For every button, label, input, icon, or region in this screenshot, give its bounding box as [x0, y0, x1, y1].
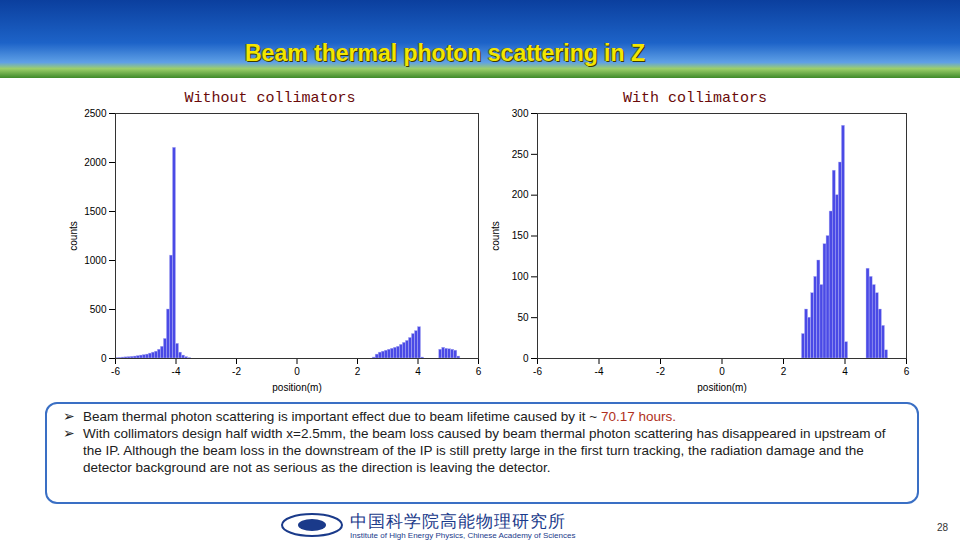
svg-text:4: 4 [842, 366, 848, 377]
svg-text:-2: -2 [656, 366, 665, 377]
svg-text:position(m): position(m) [272, 382, 321, 393]
svg-text:-4: -4 [595, 366, 604, 377]
svg-text:2500: 2500 [84, 108, 107, 119]
svg-text:50: 50 [517, 312, 529, 323]
svg-text:-2: -2 [232, 366, 241, 377]
html-text:28: 28 [936, 522, 948, 533]
svg-text:0: 0 [101, 353, 107, 364]
svg-text:2: 2 [355, 366, 361, 377]
html-text:With collimators design half w: With collimators design half width x=2.5… [83, 426, 886, 475]
svg-text:4: 4 [415, 366, 421, 377]
svg-text:0: 0 [523, 353, 529, 364]
html-text:With collimators: With collimators [623, 90, 767, 107]
svg-text:250: 250 [512, 149, 529, 160]
svg-text:counts: counts [68, 221, 79, 250]
svg-text:150: 150 [512, 230, 529, 241]
svg-text:counts: counts [490, 221, 501, 250]
svg-text:-6: -6 [111, 366, 120, 377]
svg-text:position(m): position(m) [697, 382, 746, 393]
svg-text:300: 300 [512, 108, 529, 119]
svg-text:0: 0 [719, 366, 725, 377]
svg-text:500: 500 [90, 304, 107, 315]
svg-text:2: 2 [781, 366, 787, 377]
svg-text:200: 200 [512, 189, 529, 200]
html-text:中国科学院高能物理研究所: 中国科学院高能物理研究所 [350, 511, 566, 531]
svg-text:1500: 1500 [84, 206, 107, 217]
svg-text:1000: 1000 [84, 255, 107, 266]
html-text:Beam thermal photon scattering: Beam thermal photon scattering is import… [83, 409, 676, 424]
html-text:Institute of High Energy Physi: Institute of High Energy Physics, Chines… [350, 531, 576, 540]
svg-text:100: 100 [512, 271, 529, 282]
svg-text:-4: -4 [172, 366, 181, 377]
svg-text:-6: -6 [533, 366, 542, 377]
svg-text:6: 6 [476, 366, 482, 377]
svg-text:0: 0 [294, 366, 300, 377]
html-text:Without collimators: Without collimators [184, 90, 356, 107]
html-text:Beam thermal photon scattering: Beam thermal photon scattering in Z [245, 40, 645, 66]
svg-text:2000: 2000 [84, 157, 107, 168]
svg-text:6: 6 [904, 366, 910, 377]
